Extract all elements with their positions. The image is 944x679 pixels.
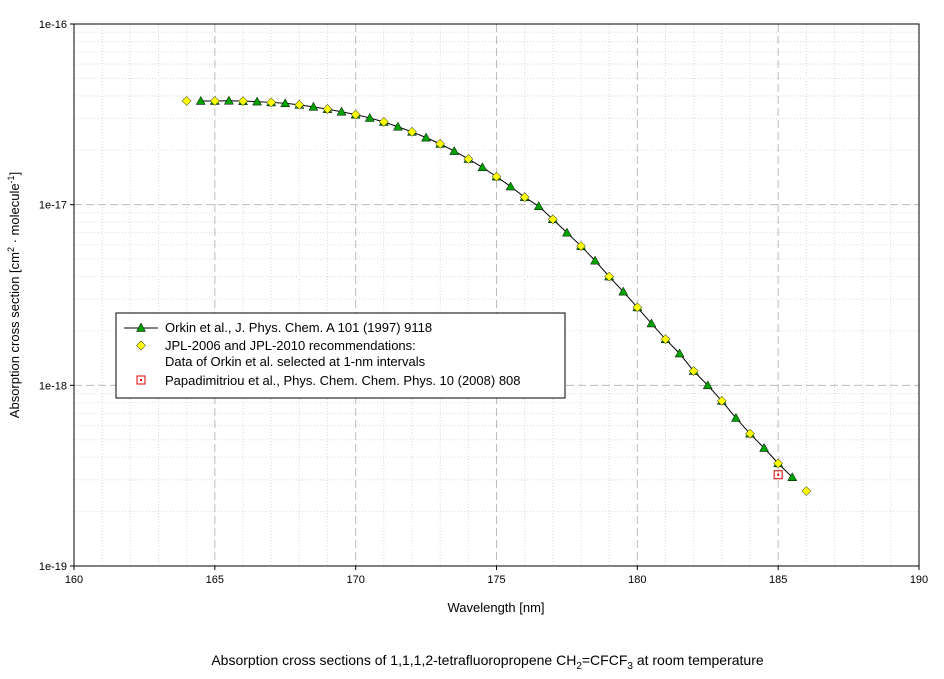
x-tick-label: 175: [487, 574, 505, 586]
data-point-triangle: [561, 227, 572, 237]
data-point-diamond: [294, 99, 305, 110]
data-point-triangle: [590, 255, 601, 265]
legend-box: [115, 312, 566, 399]
data-point-diamond: [519, 192, 530, 203]
data-series: [181, 95, 812, 496]
data-point-diamond: [266, 97, 277, 108]
data-point-diamond: [209, 96, 220, 106]
data-point-triangle: [730, 412, 741, 422]
data-point-diamond: [547, 214, 558, 225]
data-point-triangle: [618, 286, 629, 296]
data-point-diamond: [716, 396, 727, 406]
x-tick-label: 170: [346, 574, 364, 586]
y-tick-label: 1e-17: [39, 200, 67, 212]
data-point-diamond: [435, 139, 446, 149]
data-point-triangle: [646, 318, 657, 328]
data-point-triangle: [364, 112, 375, 122]
data-point-diamond: [322, 104, 333, 114]
data-point-diamond: [350, 109, 361, 120]
data-point-triangle: [759, 442, 770, 452]
x-tick-label: 185: [769, 574, 787, 586]
data-point-diamond: [181, 96, 192, 106]
y-tick-label: 1e-18: [39, 380, 67, 392]
data-point-diamond: [576, 241, 586, 251]
data-point-diamond: [407, 126, 417, 137]
legend-square-marker-inner: [140, 379, 142, 381]
data-point-triangle: [421, 132, 432, 142]
data-point-triangle: [533, 201, 544, 211]
y-axis-label: Absorption cross section [cm2 · molecule…: [6, 172, 22, 418]
figure-caption: Absorption cross sections of 1,1,1,2-tet…: [211, 652, 764, 672]
series-1: [181, 96, 812, 496]
x-axis-label: Wavelength [nm]: [447, 600, 544, 615]
data-point-diamond: [632, 302, 643, 313]
data-point-diamond: [688, 366, 699, 376]
data-point-triangle: [336, 106, 347, 116]
data-point-diamond: [773, 458, 784, 469]
data-point-diamond: [660, 334, 671, 345]
data-point-triangle: [477, 162, 488, 172]
data-point-diamond: [378, 117, 389, 127]
data-point-triangle: [702, 380, 713, 390]
data-point-square-center: [777, 473, 780, 476]
legend-triangle-marker: [136, 322, 146, 332]
legend-diamond-marker: [136, 340, 146, 351]
x-tick-label: 165: [206, 574, 224, 586]
data-point-triangle: [449, 146, 460, 155]
legend-square-marker: [136, 375, 146, 385]
data-point-triangle: [195, 95, 206, 105]
grid: [74, 24, 919, 566]
data-point-square: [773, 470, 783, 480]
data-point-triangle: [280, 98, 291, 108]
data-point-triangle: [505, 181, 516, 191]
legend-label-orkin: Orkin et al., J. Phys. Chem. A 101 (1997…: [165, 320, 432, 335]
data-point-triangle: [308, 101, 319, 111]
axis-tick-labels: 160 165 170 175 180 185 190 1e-19 1e-18 1e-17 1e-1…: [39, 19, 928, 586]
legend-label-jpl: JPL-2006 and JPL-2010 recommendations:: [165, 338, 416, 353]
data-point-triangle: [392, 121, 403, 131]
data-point-triangle: [674, 348, 685, 358]
data-point-diamond: [238, 96, 248, 107]
data-point-diamond: [491, 171, 502, 182]
data-point-triangle: [252, 96, 263, 106]
series-2: [773, 470, 783, 480]
data-point-diamond: [463, 154, 474, 164]
data-point-diamond: [801, 486, 812, 496]
data-point-triangle: [223, 95, 234, 105]
data-point-triangle: [787, 472, 798, 481]
x-tick-label: 180: [628, 574, 646, 586]
legend: Orkin et al., J. Phys. Chem. A 101 (1997…: [115, 312, 566, 399]
x-tick-label: 160: [65, 574, 83, 586]
data-point-diamond: [745, 428, 755, 439]
legend-label-jpl-line2: Data of Orkin et al. selected at 1-nm in…: [165, 354, 426, 369]
x-tick-label: 190: [910, 574, 928, 586]
data-point-diamond: [604, 271, 615, 282]
legend-label-papadimitriou: Papadimitriou et al., Phys. Chem. Chem. …: [165, 373, 521, 388]
y-tick-label: 1e-19: [39, 561, 67, 573]
y-tick-label: 1e-16: [39, 19, 67, 31]
